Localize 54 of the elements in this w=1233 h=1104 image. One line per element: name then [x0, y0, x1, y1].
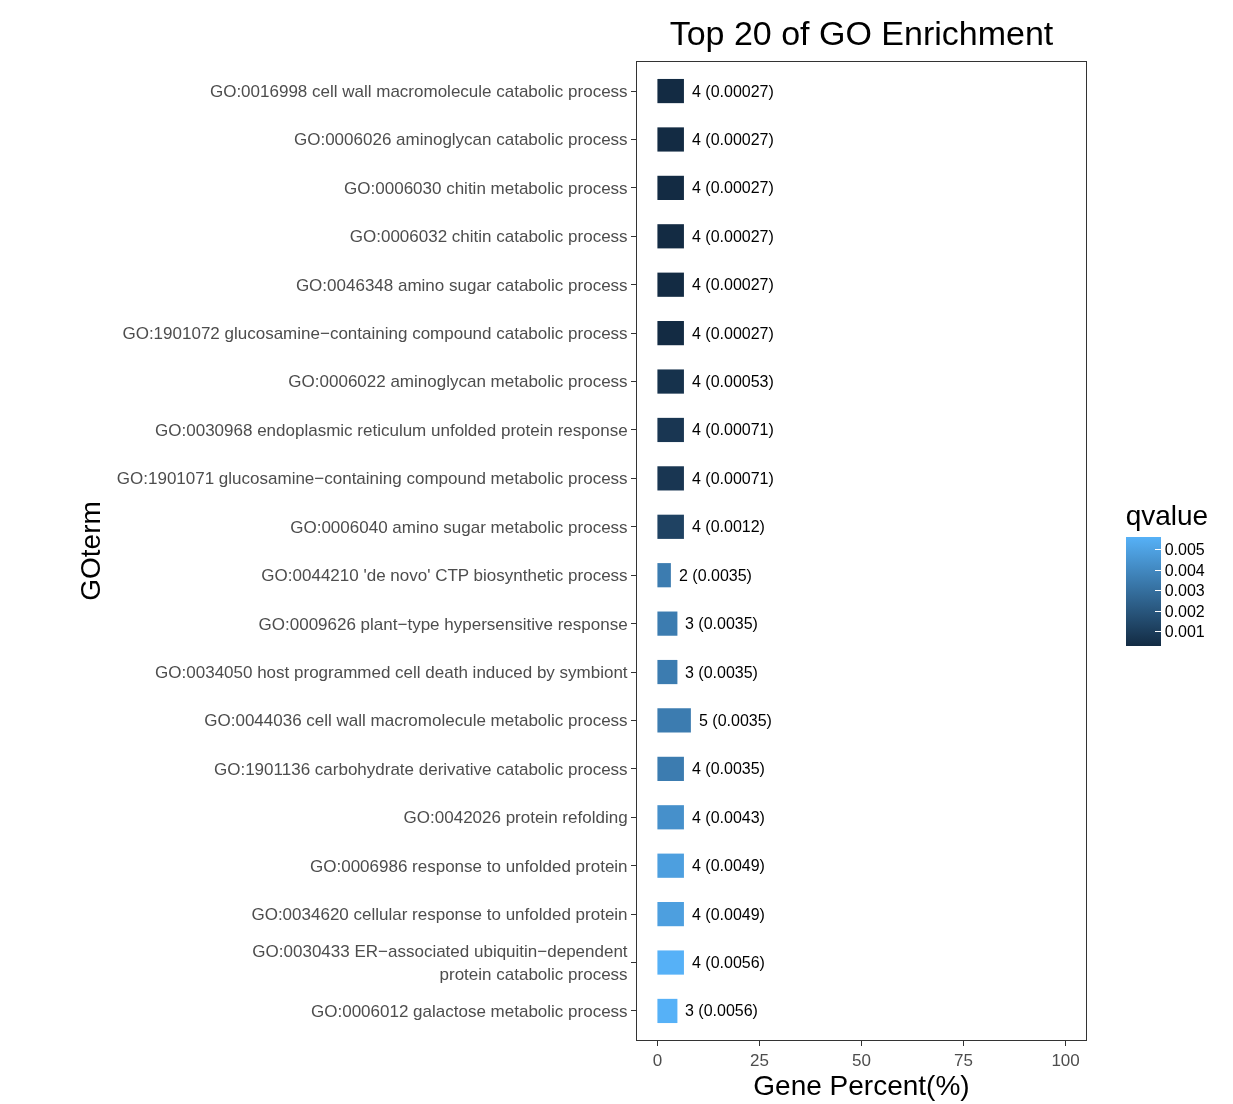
- x-tick-label: 75: [954, 1051, 974, 1071]
- annotation: 4 (0.00053): [692, 373, 774, 390]
- y-tick-label: GO:0006022 aminoglycan metabolic process: [288, 372, 628, 392]
- y-tick-label: GO:0030968 endoplasmic reticulum unfolded protein response: [155, 420, 628, 440]
- x-tick-label: 50: [852, 1051, 871, 1071]
- annotation: 4 (0.00027): [692, 228, 774, 245]
- y-tick-label: GO:0016998 cell wall macromolecule catabolic process: [209, 82, 628, 101]
- color-bar-title: qvalue: [1125, 500, 1209, 532]
- y-tick-label: GO:0044210 'de novo' CTP biosynthetic process: [261, 566, 628, 586]
- chart-title: Top 20 of GO Enrichment: [669, 14, 1054, 53]
- y-tick-label: GO:1901071 glucosamine−containing compound metabolic process: [116, 469, 628, 489]
- y-tick-label: GO:0044036 cell wall macromolecule metabolic process: [204, 711, 628, 731]
- annotation: 2 (0.0035): [679, 567, 752, 584]
- annotation: 4 (0.00027): [692, 83, 774, 100]
- annotation: 4 (0.00071): [692, 421, 774, 438]
- x-tick-label: 25: [749, 1051, 769, 1071]
- annotation: 4 (0.00071): [692, 470, 774, 487]
- annotation: 4 (0.00027): [692, 276, 774, 293]
- color-bar-label: 0.002: [1164, 602, 1205, 620]
- annotation: 4 (0.0049): [692, 906, 765, 923]
- annotation: 3 (0.0035): [685, 615, 758, 632]
- y-tick-label: GO:0030433 ER−associated ubiquitin−dependent protein catabolic process: [252, 942, 628, 984]
- annotation: 4 (0.00027): [692, 131, 774, 148]
- y-axis-title: GOterm: [74, 501, 106, 601]
- annotation: 4 (0.00027): [692, 179, 774, 196]
- y-tick-label: GO:1901136 carbohydrate derivative catabolic process: [214, 759, 628, 779]
- annotation: 4 (0.00027): [692, 325, 774, 342]
- y-tick-label: GO:1901072 glucosamine−containing compound catabolic process: [122, 324, 628, 344]
- color-bar-label: 0.003: [1164, 582, 1205, 600]
- y-tick-label: GO:0046348 amino sugar catabolic process: [295, 275, 628, 295]
- y-tick-label: GO:0009626 plant−type hypersensitive response: [258, 614, 628, 634]
- y-tick-label: GO:0006026 aminoglycan catabolic process: [294, 130, 628, 150]
- y-tick-label: GO:0006986 response to unfolded protein: [310, 856, 628, 876]
- y-tick-label: GO:0006012 galactose metabolic process: [311, 1001, 628, 1021]
- y-tick-label: GO:0006032 chitin catabolic process: [349, 227, 628, 247]
- x-tick-label: 0: [652, 1051, 663, 1071]
- y-tick-label: GO:0034050 host programmed cell death induced by symbiont: [155, 662, 628, 682]
- color-bar-label: 0.005: [1164, 541, 1205, 559]
- annotation: 4 (0.0012): [692, 518, 765, 535]
- annotation: 5 (0.0035): [699, 712, 772, 729]
- y-tick-label: GO:0006030 chitin metabolic process: [344, 178, 628, 198]
- annotation: 4 (0.0043): [692, 809, 765, 826]
- annotation: 4 (0.0049): [692, 857, 765, 874]
- y-tick-label: GO:0006040 amino sugar metabolic process: [290, 517, 628, 537]
- x-tick-label: 100: [1051, 1051, 1080, 1071]
- color-bar-label: 0.001: [1164, 623, 1205, 641]
- annotation: 3 (0.0056): [685, 1002, 758, 1019]
- annotation: 4 (0.0035): [692, 760, 765, 777]
- y-tick-label: GO:0034620 cellular response to unfolded protein: [251, 905, 628, 925]
- color-bar-label: 0.004: [1164, 561, 1205, 579]
- annotation: 3 (0.0035): [685, 664, 758, 681]
- x-axis-title: Gene Percent(%): [753, 1070, 970, 1102]
- y-tick-label: GO:0042026 protein refolding: [403, 808, 628, 828]
- annotation: 4 (0.0056): [692, 954, 765, 971]
